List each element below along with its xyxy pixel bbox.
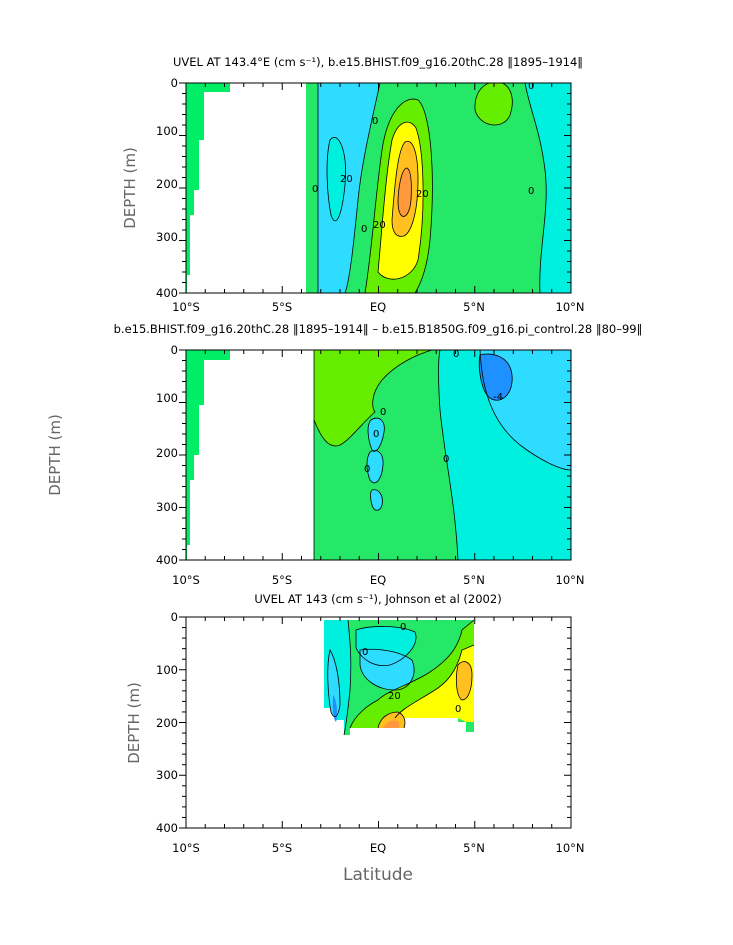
xtick-label: 10°S [172,841,200,855]
panel-3-westward-min [332,695,337,722]
panel-1-title: UVEL AT 143.4°E (cm s⁻¹), b.e15.BHIST.f0… [173,55,583,69]
ytick-label: 200 [156,177,178,191]
panel-3-ytick-labels: 0 100 200 300 400 [156,610,178,835]
panel-1: UVEL AT 143.4°E (cm s⁻¹), b.e15.BHIST.f0… [121,55,585,314]
panel-2-wall [306,350,314,560]
xtick-label: 5°S [272,300,292,314]
panel-3-field: 20 0 0 0 [324,619,475,736]
contour-label: 0 [364,464,370,475]
xtick-label: 10°S [172,573,200,587]
contour-label: 0 [528,186,534,197]
ytick-label: 0 [171,343,178,357]
ytick-label: 200 [156,716,178,730]
ytick-label: 100 [156,663,178,677]
contour-label: 0 [362,647,368,658]
panel-2-east-min [479,354,513,401]
ytick-label: 300 [156,500,178,514]
ytick-label: 100 [156,391,178,405]
panel-1-east-neg [525,83,571,293]
panel-1-contours [317,83,547,293]
panel-1-euc-core [398,168,412,217]
contour-label: 0 [443,454,449,465]
ytick-label: 300 [156,230,178,244]
contour-label: 0 [312,184,318,195]
xtick-label: 5°N [463,300,485,314]
panel-1-xtick-labels: 10°S 5°S EQ 5°N 10°N [172,300,584,314]
panel-3-contour-labels: 20 0 0 0 [362,622,461,715]
ytick-label: 0 [171,76,178,90]
panel-1-land-mask [186,83,306,293]
ytick-label: 0 [171,610,178,624]
ytick-label: 300 [156,768,178,782]
panel-2-blob [370,489,383,511]
ytick-label: 400 [156,821,178,835]
panel-2-blob [367,450,384,483]
panel-3-contours [327,619,475,736]
panel-3-core-max [383,720,400,728]
panel-2-blob [368,418,385,452]
panel-1-ylabel: DEPTH (m) [121,147,139,229]
panel-1-field: 0 20 20 20 0 0 0 0 [186,81,571,293]
contour-label: 0 [528,81,534,92]
xtick-label: 5°S [272,573,292,587]
panel-2-contour-labels: -4 0 0 0 0 0 [364,349,503,475]
contour-label: 20 [416,189,429,200]
contour-label: 0 [400,622,406,633]
contour-label: 0 [372,116,378,127]
xtick-label: EQ [370,300,386,314]
ytick-label: 400 [156,286,178,300]
contour-label: 20 [373,220,386,231]
panel-2-xtick-labels: 10°S 5°S EQ 5°N 10°N [172,573,584,587]
panel-2-ylabel: DEPTH (m) [46,414,64,496]
contour-label: 0 [453,349,459,360]
panel-3-ylabel: DEPTH (m) [125,682,143,764]
panel-2-ytick-labels: 0 100 200 300 400 [156,343,178,567]
xtick-label: EQ [370,573,386,587]
xtick-label: EQ [370,841,386,855]
panel-1-westward-core [327,137,346,221]
panel-2-contours [313,350,571,560]
contour-label: 0 [373,429,379,440]
panel-3: UVEL AT 143 (cm s⁻¹), Johnson et al (200… [125,592,585,855]
xtick-label: 5°N [463,573,485,587]
xtick-label: 10°S [172,300,200,314]
panel-3-max-east [456,661,472,700]
contour-label: 0 [455,704,461,715]
panel-2: b.e15.BHIST.f09_g16.20thC.28 ‖1895–1914‖… [46,322,642,587]
panel-1-surface-max [474,83,513,125]
panel-1-wall [306,83,318,293]
x-axis-label: Latitude [343,865,413,885]
ytick-label: 400 [156,553,178,567]
panel-1-contour-labels: 0 20 20 20 0 0 0 0 [312,81,534,235]
panel-2-ticks [179,349,572,561]
panel-3-neg-mid [360,649,415,690]
panel-3-title: UVEL AT 143 (cm s⁻¹), Johnson et al (200… [254,592,501,606]
panel-1-land-strip [186,83,230,293]
contour-label: 20 [340,174,353,185]
panel-2-land-mask [186,350,314,560]
panel-3-westward-core [327,650,340,717]
contour-label: 0 [361,224,367,235]
contour-label: -4 [493,392,503,403]
xtick-label: 10°N [556,841,585,855]
panel-1-ticks [179,82,572,294]
contour-label: 20 [388,691,401,702]
panel-1-ytick-labels: 0 100 200 300 400 [156,76,178,300]
contour-label: 0 [380,407,386,418]
panel-1-westward [318,83,380,293]
panel-2-field: -4 0 0 0 0 0 [186,349,571,560]
ytick-label: 100 [156,124,178,138]
panel-3-xtick-labels: 10°S 5°S EQ 5°N 10°N [172,841,584,855]
xtick-label: 10°N [556,300,585,314]
panel-3-ticks [179,616,572,829]
panel-2-title: b.e15.BHIST.f09_g16.20thC.28 ‖1895–1914‖… [114,322,643,336]
panel-2-land-strip [186,350,230,560]
ytick-label: 200 [156,446,178,460]
xtick-label: 5°N [463,841,485,855]
xtick-label: 5°S [272,841,292,855]
xtick-label: 10°N [556,573,585,587]
